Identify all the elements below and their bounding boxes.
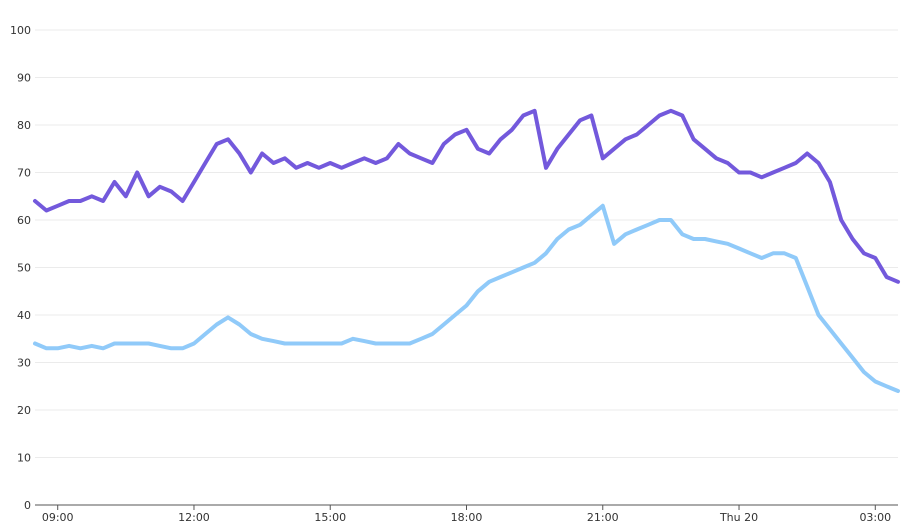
x-tick-label: 21:00 <box>587 511 619 524</box>
y-tick-label: 80 <box>17 119 31 132</box>
y-tick-label: 30 <box>17 357 31 370</box>
y-tick-label: 100 <box>10 24 31 37</box>
gridlines <box>35 29 898 458</box>
x-tick-label: Thu 20 <box>719 511 758 524</box>
x-axis-ticks: 09:00 12:00 15:00 18:00 21:00 Thu 20 03:00 <box>42 505 891 524</box>
y-tick-label: 10 <box>17 452 31 465</box>
y-tick-label: 90 <box>17 72 31 85</box>
y-tick-label: 20 <box>17 404 31 417</box>
y-tick-label: 50 <box>17 262 31 275</box>
y-tick-label: 70 <box>17 167 31 180</box>
x-tick-label: 18:00 <box>451 511 483 524</box>
series-line-2 <box>33 203 900 393</box>
y-axis-tick-labels: 0 10 20 30 40 50 60 70 80 90 100 <box>10 24 31 512</box>
y-tick-label: 40 <box>17 309 31 322</box>
x-tick-label: 09:00 <box>42 511 74 524</box>
series-lines <box>33 108 900 393</box>
y-tick-label: 60 <box>17 214 31 227</box>
x-tick-label: 15:00 <box>314 511 346 524</box>
x-tick-label: 12:00 <box>178 511 210 524</box>
x-tick-label: 03:00 <box>859 511 891 524</box>
series-line-1 <box>33 108 900 284</box>
y-tick-label: 0 <box>24 499 31 512</box>
